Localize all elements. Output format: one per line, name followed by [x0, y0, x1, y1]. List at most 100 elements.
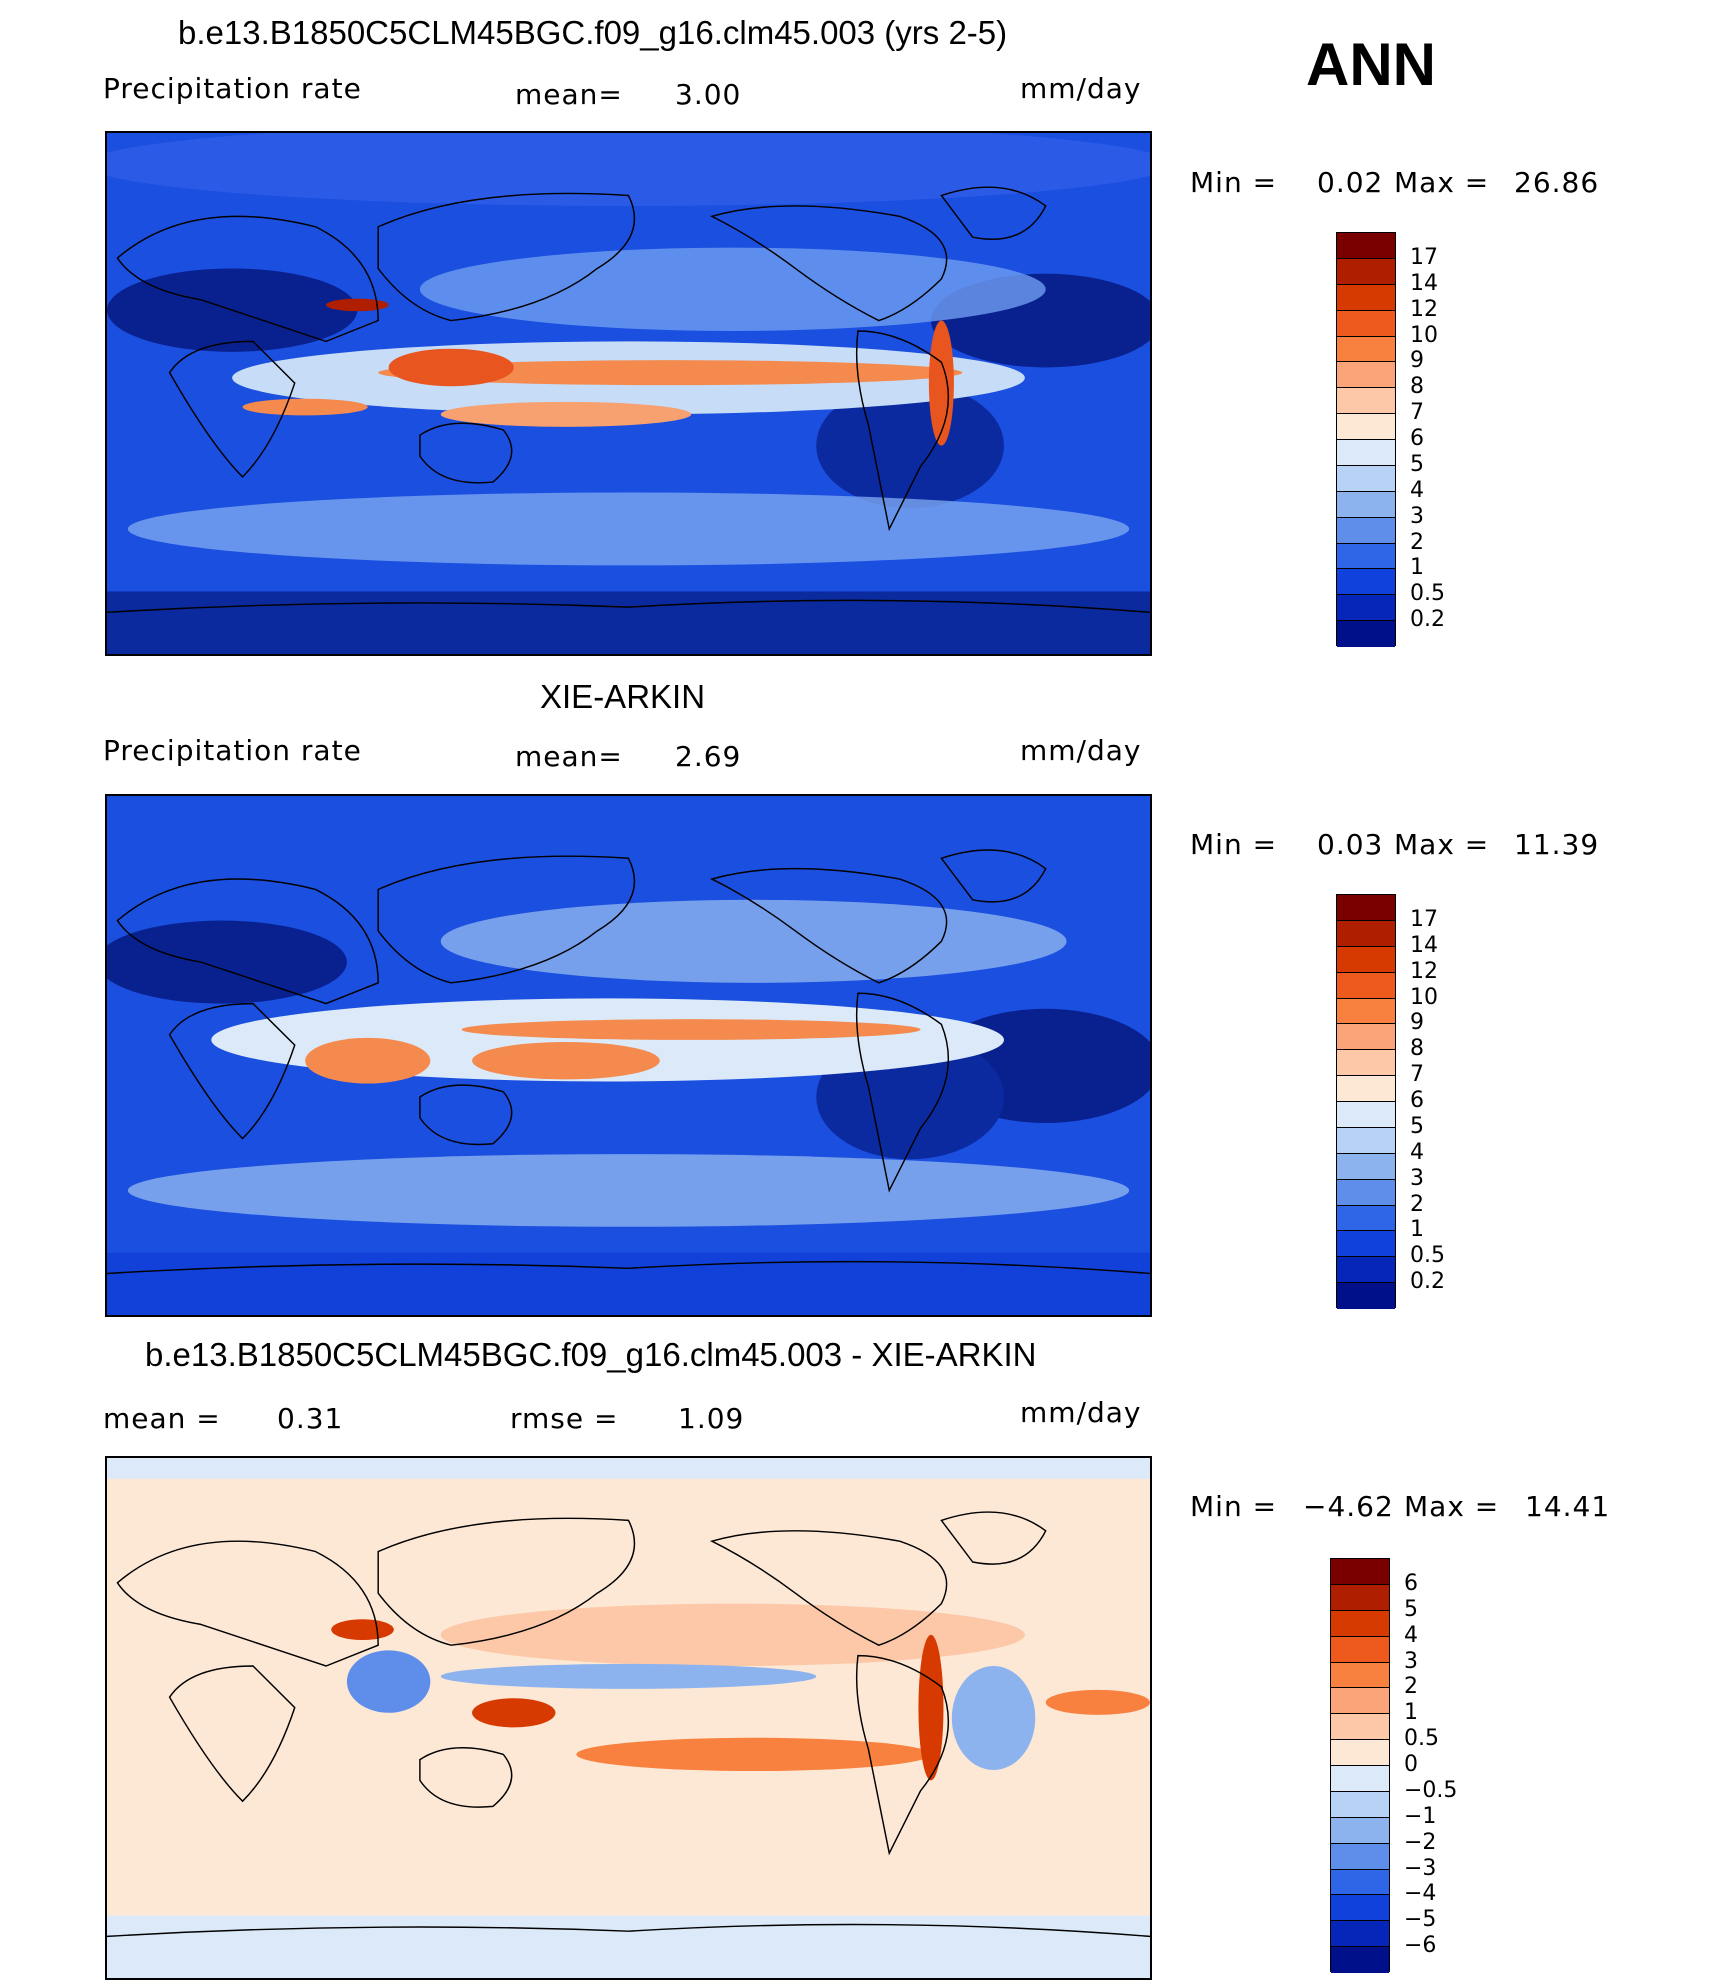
colorbar-tick-label: −3: [1404, 1855, 1437, 1881]
colorbar-tick-label: 7: [1410, 400, 1424, 426]
panel2-map-svg: [107, 796, 1150, 1315]
colorbar-swatch: [1337, 1231, 1395, 1258]
colorbar-tick-label: −6: [1404, 1933, 1437, 1959]
panel1-mean-value: 3.00: [675, 78, 742, 111]
colorbar-swatch: [1337, 621, 1395, 647]
colorbar-tick-label: 0.5: [1410, 581, 1445, 607]
colorbar-swatch: [1331, 1843, 1389, 1870]
colorbar-tick-label: 4: [1410, 477, 1424, 503]
colorbar-tick-label: −4: [1404, 1881, 1437, 1907]
panel1-units: mm/day: [1020, 72, 1142, 105]
panel1-storm-track-s: [127, 492, 1130, 566]
colorbar-swatch: [1337, 491, 1395, 518]
panel3-colorbar: 6 5 4 3 2 1 0.5 0 −0.5 −1 −2 −3 −4 −5 −6: [1330, 1558, 1480, 1973]
panel1-itcz: [378, 360, 963, 386]
colorbar-tick-label: 9: [1410, 1010, 1424, 1036]
colorbar-tick-label: 0: [1404, 1752, 1418, 1777]
panel1-min-label: Min =: [1190, 166, 1278, 199]
panel2-max-label: Max =: [1394, 828, 1490, 861]
panel2-max-value: 11.39: [1514, 828, 1600, 861]
panel2-colorbar: 17 14 12 10 9 8 7 6 5 4 3 2 1 0.5 0.2: [1336, 894, 1466, 1309]
colorbar-swatch: [1337, 388, 1395, 415]
panel3-coastlines: [107, 1511, 1150, 1938]
colorbar-tick-label: 4: [1404, 1622, 1418, 1648]
colorbar-swatch: [1337, 895, 1395, 921]
panel2-itcz: [461, 1019, 921, 1040]
colorbar-tick-label: 3: [1404, 1648, 1418, 1674]
panel3-mean-value: 0.31: [277, 1402, 344, 1435]
panel3-mean-label: mean =: [103, 1402, 221, 1435]
panel3-andes-warm: [918, 1634, 944, 1781]
panel1-antarctic-band: [107, 591, 1150, 654]
colorbar-tick-label: 10: [1410, 322, 1438, 348]
colorbar-tick-label: 1: [1404, 1700, 1418, 1726]
colorbar-swatch: [1337, 972, 1395, 999]
panel2-mean-value: 2.69: [675, 740, 742, 773]
panel3-rmse-value: 1.09: [678, 1402, 745, 1435]
colorbar-swatch: [1337, 1257, 1395, 1284]
colorbar-swatch: [1331, 1688, 1389, 1715]
colorbar-tick-label: −5: [1404, 1907, 1437, 1933]
colorbar-box: [1336, 232, 1396, 647]
colorbar-tick-label: 2: [1410, 529, 1424, 555]
panel1-map: [105, 131, 1152, 656]
panel2-title: XIE-ARKIN: [540, 678, 706, 715]
panel2-subtropic-dry-1: [107, 920, 347, 1004]
colorbar-tick-label: 5: [1410, 1113, 1424, 1139]
panel1-subtropic-dry-3: [816, 383, 1004, 509]
panel1-himalaya: [326, 298, 389, 312]
colorbar-swatch: [1337, 517, 1395, 544]
panel2-warmpool: [472, 1042, 660, 1080]
panel3-max-label: Max =: [1404, 1490, 1500, 1523]
panel3-title: b.e13.B1850C5CLM45BGC.f09_g16.clm45.003 …: [145, 1336, 1037, 1373]
colorbar-tick-label: 0.2: [1410, 1269, 1445, 1295]
colorbar-tick-label: 4: [1410, 1139, 1424, 1165]
colorbar-swatch: [1337, 284, 1395, 311]
colorbar-tick-label: 2: [1410, 1191, 1424, 1217]
panel3-min-value: −4.62: [1303, 1490, 1394, 1523]
colorbar-swatch: [1331, 1921, 1389, 1948]
colorbar-swatch: [1331, 1662, 1389, 1689]
colorbar-swatch: [1337, 569, 1395, 596]
panel2-mean-label: mean=: [515, 740, 623, 773]
colorbar-swatch: [1337, 1076, 1395, 1102]
colorbar-tick-label: 1: [1410, 1217, 1424, 1243]
panel3-antarctic-band: [107, 1915, 1150, 1978]
colorbar-swatch: [1337, 998, 1395, 1025]
panel1-storm-track-n: [419, 247, 1046, 331]
colorbar-swatch: [1331, 1817, 1389, 1844]
colorbar-swatch: [1337, 1153, 1395, 1180]
panel3-map: [105, 1456, 1152, 1980]
colorbar-swatch: [1337, 1024, 1395, 1051]
colorbar-tick-label: −0.5: [1404, 1777, 1458, 1803]
colorbar-swatch: [1337, 414, 1395, 440]
colorbar-swatch: [1331, 1714, 1389, 1741]
colorbar-swatch: [1337, 233, 1395, 259]
colorbar-tick-label: 0.5: [1404, 1726, 1439, 1752]
panel3-rmse-label: rmse =: [510, 1402, 619, 1435]
colorbar-tick-label: 12: [1410, 958, 1438, 984]
colorbar-tick-label: 7: [1410, 1062, 1424, 1088]
panel3-atl-warm: [1045, 1689, 1150, 1715]
colorbar-swatch: [1331, 1869, 1389, 1896]
colorbar-swatch: [1337, 1127, 1395, 1154]
panel3-map-svg: [107, 1458, 1150, 1978]
panel1-max-value: 26.86: [1514, 166, 1600, 199]
panel3-arctic-band: [107, 1458, 1150, 1479]
panel2-storm-track-n: [440, 899, 1067, 983]
panel3-npac-warm: [440, 1603, 1025, 1666]
panel2-coastlines: [107, 849, 1150, 1275]
colorbar-swatch: [1337, 1283, 1395, 1309]
colorbar-tick-label: 14: [1410, 932, 1438, 958]
colorbar-swatch: [1337, 465, 1395, 492]
colorbar-swatch: [1337, 1205, 1395, 1232]
colorbar-swatch: [1337, 310, 1395, 337]
colorbar-tick-label: 8: [1410, 374, 1424, 400]
panel3-amazon-cool: [951, 1666, 1036, 1770]
panel2-min-value: 0.03: [1317, 828, 1384, 861]
panel1-arctic-band: [107, 133, 1150, 206]
colorbar-swatch: [1331, 1636, 1389, 1663]
colorbar-swatch: [1337, 1050, 1395, 1077]
panel1-io-band: [242, 398, 368, 416]
panel1-mean-label: mean=: [515, 78, 623, 111]
